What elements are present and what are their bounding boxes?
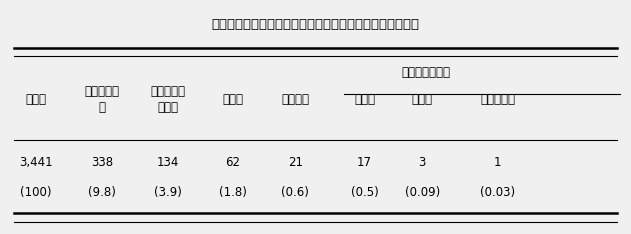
Text: キメラ: キメラ bbox=[412, 93, 433, 106]
Text: 1: 1 bbox=[494, 156, 502, 168]
Text: (1.8): (1.8) bbox=[218, 186, 247, 199]
Text: 交配花: 交配花 bbox=[25, 93, 47, 106]
Text: 表１．コルヒチン処理をした胚の数と染色体倍加した個体: 表１．コルヒチン処理をした胚の数と染色体倍加した個体 bbox=[211, 18, 420, 31]
Text: コルヒチン
処理胚: コルヒチン 処理胚 bbox=[150, 85, 186, 114]
Text: 発育植物: 発育植物 bbox=[281, 93, 309, 106]
Text: 生存胚: 生存胚 bbox=[222, 93, 243, 106]
Text: 3,441: 3,441 bbox=[19, 156, 53, 168]
Text: 染色体倍加: 染色体倍加 bbox=[480, 93, 515, 106]
Text: 3: 3 bbox=[418, 156, 426, 168]
Text: 338: 338 bbox=[91, 156, 113, 168]
Text: (9.8): (9.8) bbox=[88, 186, 116, 199]
Text: 21: 21 bbox=[288, 156, 303, 168]
Text: 非倍加: 非倍加 bbox=[354, 93, 375, 106]
Text: (0.03): (0.03) bbox=[480, 186, 516, 199]
Text: (0.6): (0.6) bbox=[281, 186, 309, 199]
Text: 134: 134 bbox=[156, 156, 179, 168]
Text: 切り出した
胚: 切り出した 胚 bbox=[85, 85, 119, 114]
Text: 17: 17 bbox=[357, 156, 372, 168]
Text: (0.09): (0.09) bbox=[404, 186, 440, 199]
Text: (100): (100) bbox=[20, 186, 52, 199]
Text: (3.9): (3.9) bbox=[154, 186, 182, 199]
Text: 発育植物の内訳: 発育植物の内訳 bbox=[401, 66, 451, 79]
Text: 62: 62 bbox=[225, 156, 240, 168]
Text: (0.5): (0.5) bbox=[351, 186, 379, 199]
